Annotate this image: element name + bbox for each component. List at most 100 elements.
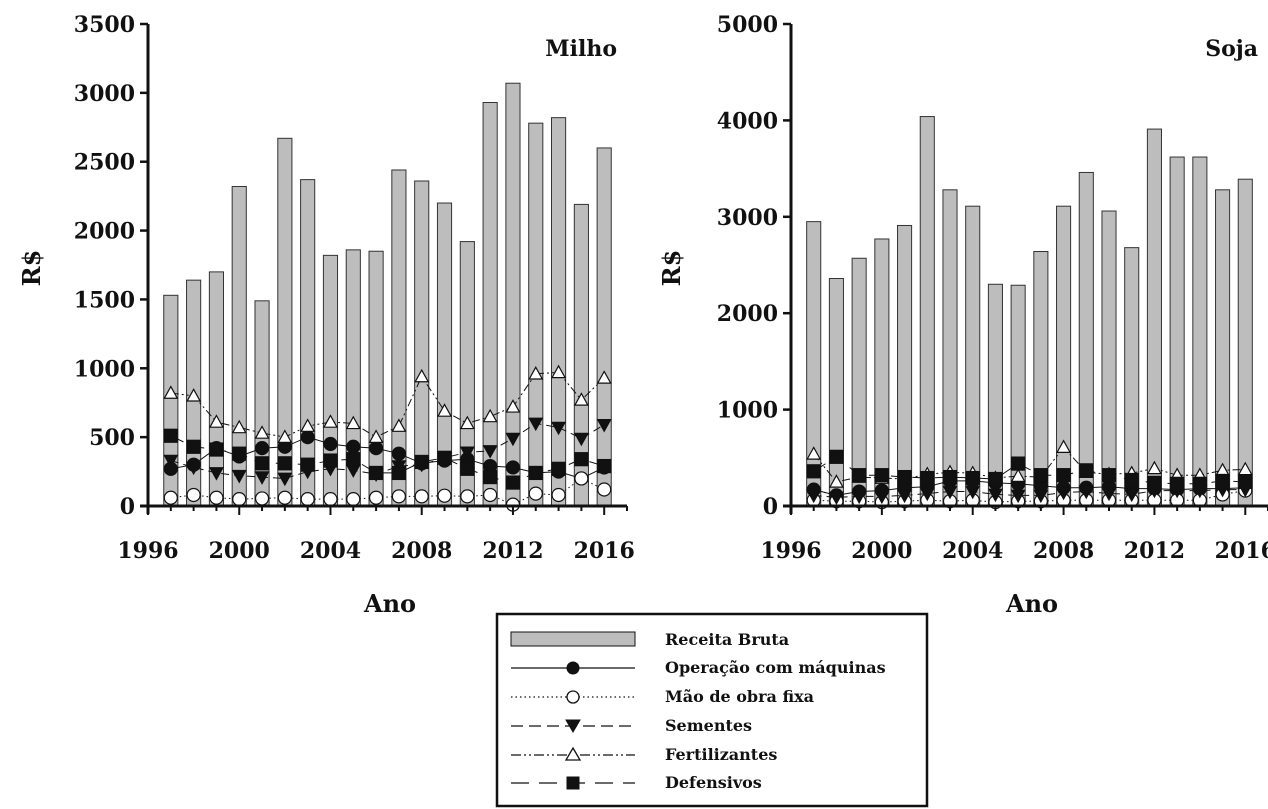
panel-label: Soja xyxy=(1205,36,1258,62)
legend-label: Receita Bruta xyxy=(665,630,789,649)
bar xyxy=(1056,205,1072,507)
data-point xyxy=(528,486,543,501)
data-point xyxy=(437,403,453,417)
data-point xyxy=(965,485,981,500)
data-point xyxy=(528,465,543,481)
y-tick-label: 3000 xyxy=(717,205,778,231)
data-point xyxy=(163,490,178,505)
data-point xyxy=(186,461,202,476)
data-point xyxy=(828,474,844,488)
data-point xyxy=(323,453,338,468)
data-point xyxy=(551,364,567,379)
data-point xyxy=(414,368,430,383)
data-point xyxy=(346,452,361,467)
data-point xyxy=(186,439,201,454)
legend-item-maquinas: Operação com máquinas xyxy=(511,658,886,677)
data-point xyxy=(828,491,844,506)
data-point xyxy=(897,469,912,485)
data-point xyxy=(277,472,293,487)
legend-item-fertilizantes: Fertilizantes xyxy=(511,745,777,764)
bar xyxy=(1078,171,1094,507)
data-point xyxy=(574,471,589,486)
data-point xyxy=(1010,489,1026,504)
y-tick-label: 4000 xyxy=(717,108,778,134)
data-point xyxy=(163,428,178,443)
filled-circle-solid-line-icon xyxy=(511,661,635,675)
x-axis-title: Ano xyxy=(1005,589,1058,618)
plot-area: 0 1000 2000 3000 4000 5000 1996 2000 2004 2008 201… xyxy=(717,12,1268,564)
bar xyxy=(1192,156,1208,507)
bar xyxy=(897,224,913,507)
plot-area: 0 500 1000 1500 2000 2500 3000 3500 1996 2000 2004… xyxy=(74,12,635,564)
y-tick-label: 2500 xyxy=(74,150,135,176)
data-point xyxy=(300,457,315,472)
data-point xyxy=(551,421,567,436)
data-point xyxy=(1124,488,1140,503)
data-point xyxy=(483,469,498,485)
data-point xyxy=(596,370,612,384)
data-point xyxy=(391,465,407,481)
data-point xyxy=(277,490,292,505)
data-point xyxy=(551,487,566,503)
y-tick-label: 3500 xyxy=(74,12,135,38)
data-point xyxy=(482,445,498,459)
legend-label: Sementes xyxy=(665,716,752,735)
data-point xyxy=(806,464,821,479)
data-point xyxy=(505,399,521,413)
data-point xyxy=(231,469,247,484)
data-point xyxy=(208,414,224,428)
bar xyxy=(300,179,316,507)
y-tick-label: 2000 xyxy=(74,219,135,245)
data-point xyxy=(459,415,475,430)
x-tick-label: 2012 xyxy=(1124,538,1185,564)
bar xyxy=(1215,189,1231,507)
data-point xyxy=(437,450,452,465)
data-point xyxy=(163,385,179,399)
data-point xyxy=(988,471,1003,487)
data-point xyxy=(368,429,384,443)
x-tick-label: 2012 xyxy=(482,538,543,564)
data-point xyxy=(573,432,589,447)
data-point xyxy=(1079,463,1094,478)
y-tick-label: 2000 xyxy=(717,301,778,327)
data-point xyxy=(232,446,247,461)
data-point xyxy=(186,388,202,402)
data-point xyxy=(851,490,867,505)
data-point xyxy=(186,487,201,503)
data-point xyxy=(965,470,980,486)
data-point xyxy=(1101,487,1117,502)
x-tick-label: 2000 xyxy=(209,538,270,564)
data-point xyxy=(1192,476,1207,491)
bar xyxy=(596,147,612,507)
data-point xyxy=(806,446,822,460)
bar xyxy=(551,117,567,507)
data-point xyxy=(460,489,475,504)
bar xyxy=(528,122,544,507)
data-point xyxy=(1056,486,1072,501)
line-series-fertilizantes xyxy=(163,364,612,443)
data-point xyxy=(852,468,867,483)
data-point xyxy=(300,492,315,507)
data-point xyxy=(346,492,361,507)
data-point xyxy=(528,417,544,432)
x-tick-label: 2016 xyxy=(574,538,635,564)
data-point xyxy=(254,471,270,485)
data-point xyxy=(482,408,498,423)
data-point xyxy=(1033,468,1048,483)
data-point xyxy=(1147,475,1162,490)
y-tick-label: 500 xyxy=(89,425,135,451)
y-tick-label: 1500 xyxy=(74,287,135,313)
data-point xyxy=(300,430,315,445)
line-series-defensivos xyxy=(806,449,1253,491)
data-point xyxy=(368,465,384,481)
data-point xyxy=(459,446,475,461)
data-point xyxy=(1101,468,1117,483)
data-point xyxy=(345,415,361,430)
data-point xyxy=(942,485,958,500)
data-point xyxy=(942,469,958,485)
data-point xyxy=(391,489,407,504)
panel-label: Milho xyxy=(545,36,617,62)
data-point xyxy=(208,467,224,481)
x-tick-label: 2008 xyxy=(1033,538,1094,564)
